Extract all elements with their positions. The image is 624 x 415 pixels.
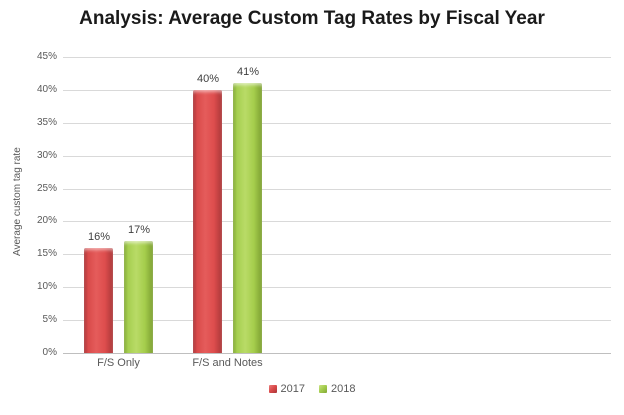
gridline [63,254,611,255]
y-tick-label: 40% [36,84,57,95]
data-label: 17% [127,224,151,236]
legend: 2017 2018 [0,383,624,395]
bar-2017 [84,248,113,353]
data-label: 41% [236,66,260,78]
legend-label: 2017 [280,383,305,395]
gridline [63,189,611,190]
bar-2018 [233,83,262,353]
gridline [63,57,611,58]
y-tick-label: 15% [36,248,57,259]
bar-2018 [124,241,153,353]
data-label: 40% [196,73,220,85]
chart-title: Analysis: Average Custom Tag Rates by Fi… [79,8,545,29]
y-tick-label: 25% [36,183,57,194]
y-tick-label: 20% [36,215,57,226]
gridline [63,287,611,288]
y-tick-label: 35% [36,117,57,128]
gridline [63,123,611,124]
x-axis-line [63,353,611,354]
y-tick-label: 5% [42,314,57,325]
x-category-label: F/S and Notes [192,357,263,369]
legend-swatch-icon [319,385,327,393]
x-category-label: F/S Only [97,357,140,369]
y-tick-label: 45% [36,51,57,62]
bar-2017 [193,90,222,353]
gridline [63,156,611,157]
legend-item-2017: 2017 [268,383,305,395]
gridline [63,221,611,222]
y-tick-label: 30% [36,150,57,161]
y-tick-label: 10% [36,281,57,292]
legend-item-2018: 2018 [319,383,355,395]
legend-label: 2018 [331,383,356,395]
y-tick-label: 0% [42,347,57,358]
legend-swatch-icon [268,385,277,393]
gridline [63,320,611,321]
data-label: 16% [87,231,111,243]
gridline [63,90,611,91]
